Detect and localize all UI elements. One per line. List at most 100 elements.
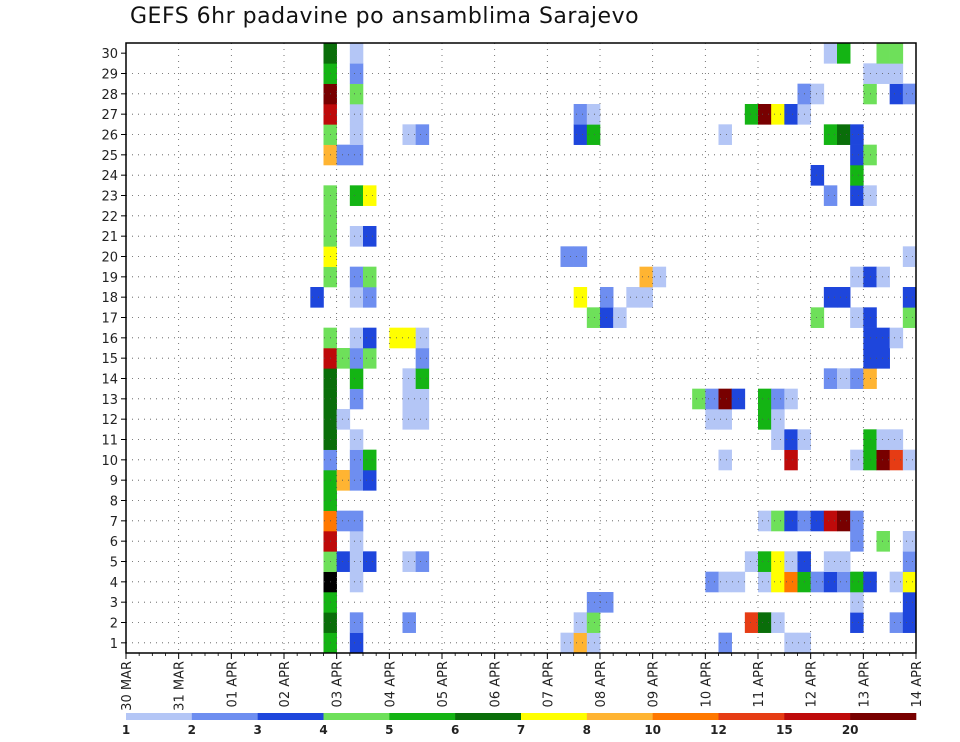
y-tick-label: 16	[101, 332, 118, 347]
cell-131	[415, 348, 430, 369]
cell-176	[652, 266, 667, 288]
cell-108	[349, 388, 364, 410]
cell-70	[823, 510, 838, 532]
cell-81	[718, 449, 732, 471]
cell-50	[784, 551, 798, 572]
cell-102	[415, 409, 430, 430]
x-tick-label: 13 APR	[857, 661, 872, 707]
cell-138	[402, 327, 416, 349]
cell-121	[415, 368, 430, 389]
cell-79	[349, 449, 364, 471]
cell-49	[771, 551, 785, 572]
y-tick-label: 15	[101, 352, 118, 367]
colorbar-label: 10	[644, 723, 661, 737]
cell-230	[744, 104, 759, 125]
cell-185	[902, 246, 917, 267]
y-axis: 1234567891011121314151617181920212223242…	[101, 47, 126, 652]
cell-39	[902, 571, 917, 593]
cell-22	[850, 592, 864, 613]
y-tick-label: 25	[101, 149, 118, 164]
y-tick-label: 6	[110, 535, 118, 550]
cell-200	[823, 185, 838, 206]
y-tick-label: 21	[101, 230, 118, 245]
cell-12	[586, 612, 601, 633]
cell-18	[902, 612, 917, 633]
x-tick-label: 08 APR	[594, 661, 609, 707]
cell-220	[823, 124, 838, 145]
x-tick-label: 30 MAR	[120, 661, 135, 711]
cell-48	[758, 551, 772, 572]
cell-142	[889, 327, 904, 349]
cell-251	[349, 63, 364, 84]
cell-115	[758, 388, 772, 410]
y-tick-label: 19	[101, 271, 118, 286]
colorbar-swatch-9	[718, 713, 785, 720]
cell-219	[718, 124, 732, 145]
cell-112	[705, 388, 719, 410]
cell-260	[823, 43, 838, 64]
y-tick-label: 20	[101, 251, 118, 266]
y-tick-label: 17	[101, 312, 118, 327]
y-tick-label: 23	[101, 190, 118, 205]
cell-130	[363, 348, 377, 369]
y-tick-label: 22	[101, 210, 118, 225]
cell-119	[349, 368, 364, 389]
colorbar-swatch-5	[455, 713, 522, 720]
cell-44	[363, 551, 377, 572]
cell-69	[810, 510, 825, 532]
cell-104	[718, 409, 732, 430]
cell-63	[336, 510, 351, 532]
cell-146	[613, 307, 627, 328]
colorbar-swatch-6	[521, 713, 588, 720]
colorbar-label: 3	[253, 723, 261, 737]
colorbar-swatch-4	[389, 713, 456, 720]
colorbar-label: 8	[583, 723, 591, 737]
cell-158	[363, 287, 377, 308]
cell-46	[415, 551, 430, 572]
cell-157	[349, 287, 364, 308]
cell-259	[349, 43, 364, 64]
cell-199	[363, 185, 377, 206]
cell-258	[323, 43, 337, 64]
cell-174	[363, 266, 377, 288]
cell-128	[336, 348, 351, 369]
cell-209	[850, 144, 864, 166]
cell-33	[810, 571, 825, 593]
cell-57	[850, 531, 864, 552]
cell-87	[902, 449, 917, 471]
cell-109	[402, 388, 416, 410]
cell-86	[889, 449, 904, 471]
cell-129	[349, 348, 364, 369]
cell-96	[876, 429, 890, 450]
y-tick-label: 28	[101, 88, 118, 103]
cell-58	[876, 531, 890, 552]
cell-229	[586, 104, 601, 125]
cell-148	[850, 307, 864, 328]
cell-1	[349, 632, 364, 654]
y-tick-label: 9	[110, 474, 118, 489]
cell-162	[639, 287, 653, 308]
cell-100	[336, 409, 351, 430]
cell-123	[837, 368, 851, 389]
cell-53	[837, 551, 851, 572]
cell-175	[639, 266, 653, 288]
cell-156	[310, 287, 324, 308]
colorbar: 1 2 3 4 5 6 7 8 10 12 15 20	[122, 713, 917, 737]
y-tick-label: 3	[110, 596, 118, 611]
cell-208	[349, 144, 364, 166]
y-tick-label: 27	[101, 108, 118, 123]
y-tick-label: 4	[110, 576, 118, 591]
cell-263	[889, 43, 904, 64]
cell-253	[876, 63, 890, 84]
cell-214	[349, 124, 364, 145]
cell-76	[349, 470, 364, 491]
cell-29	[758, 571, 772, 593]
x-tick-label: 01 APR	[225, 661, 240, 707]
cell-207	[336, 144, 351, 166]
cell-141	[876, 327, 890, 349]
cell-110	[415, 388, 430, 410]
colorbar-label: 6	[451, 723, 459, 737]
cell-161	[626, 287, 640, 308]
cell-66	[771, 510, 785, 532]
